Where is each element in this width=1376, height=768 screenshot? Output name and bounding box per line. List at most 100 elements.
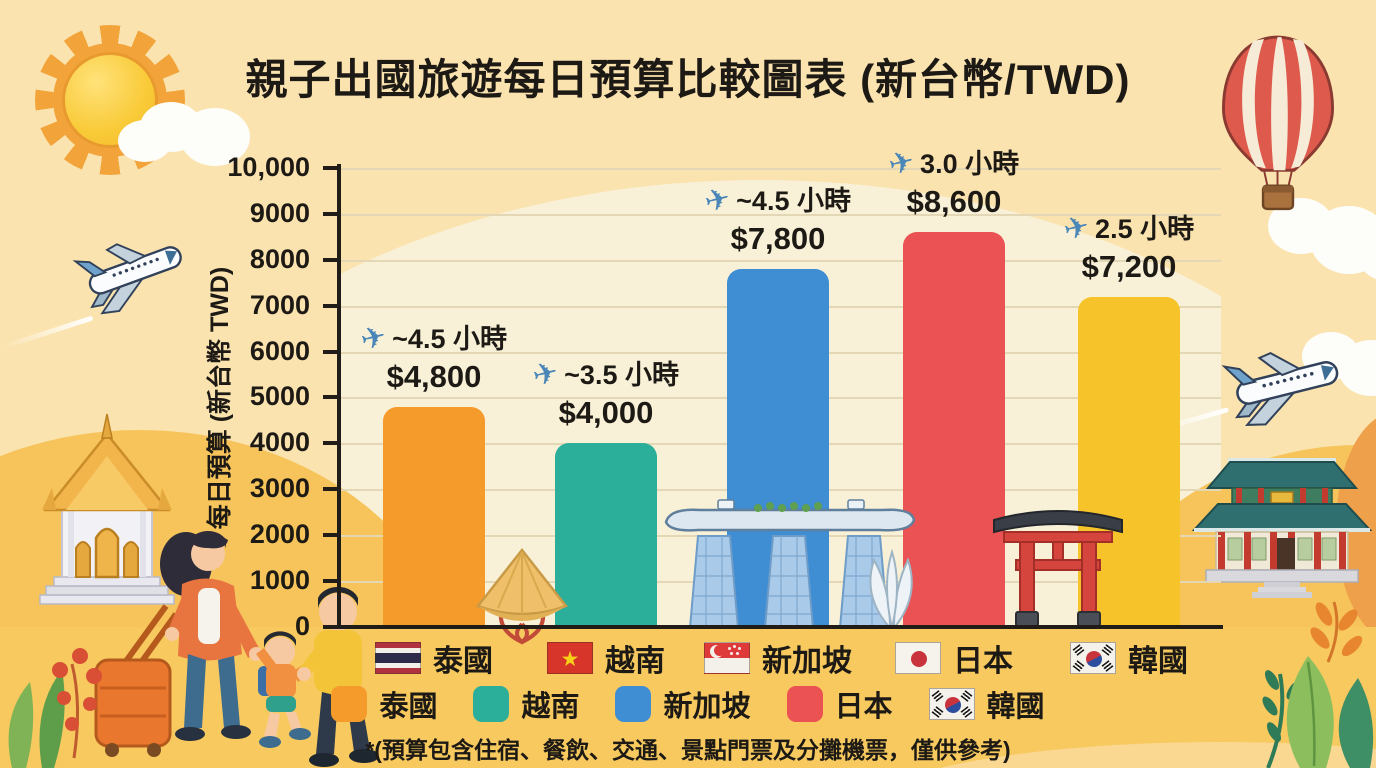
flight-icon: ✈: [1060, 208, 1093, 249]
flight-time-label: 2.5 小時: [1095, 214, 1195, 244]
y-tick: [323, 441, 337, 445]
x-label-text: 泰國: [433, 645, 493, 678]
x-label-text: 韓國: [1128, 645, 1188, 678]
flight-icon: ✈: [885, 143, 918, 184]
mother-figure: [160, 530, 263, 741]
legend-swatch: [473, 686, 510, 722]
legend-label: 泰國: [379, 691, 438, 723]
y-tick: [323, 304, 337, 308]
y-tick: [323, 625, 337, 629]
conical-hat-icon: [475, 547, 569, 645]
price-label: $7,800: [730, 221, 826, 256]
x-label-singapore: 新加坡: [704, 636, 852, 680]
airplane-icon: [72, 243, 182, 315]
y-tick-label: 6000: [249, 336, 310, 366]
y-tick-label: 2000: [249, 519, 310, 549]
y-tick: [323, 258, 337, 262]
y-tick-label: 3000: [249, 473, 310, 503]
traveler-family-icon: [94, 530, 378, 767]
y-tick: [323, 395, 337, 399]
flight-icon: ✈: [529, 354, 563, 395]
y-axis-title: 每日預算 (新台幣 TWD): [206, 266, 234, 529]
gridline: [341, 168, 1221, 170]
airplane-icon: [1221, 352, 1339, 426]
annotation-singapore: ✈~4.5 小時 $7,800: [673, 179, 883, 257]
price-label: $4,800: [386, 359, 482, 394]
legend-item-vietnam: 越南: [473, 683, 579, 725]
plants-icon: [1262, 601, 1374, 768]
hot-air-balloon-icon: [1221, 35, 1335, 211]
gridline: [341, 260, 1221, 262]
suitcase-icon: [94, 604, 179, 757]
annotation-thailand: ✈~4.5 小時 $4,800: [329, 317, 539, 395]
legend-label: 日本: [834, 691, 893, 723]
vietnam-flag-icon: ★: [547, 642, 593, 674]
korea-flag-icon: [1070, 642, 1116, 674]
footnote: *(預算包含住宿、餐飲、交通、景點門票及分攤機票，僅供參考): [365, 737, 1011, 763]
price-label: $4,000: [558, 395, 654, 430]
legend-label: 韓國: [986, 691, 1045, 723]
y-tick-label: 7000: [249, 290, 310, 320]
torii-gate-icon: [993, 510, 1123, 627]
gridline: [341, 214, 1221, 216]
flight-time-label: ~3.5 小時: [564, 360, 679, 390]
x-label-korea: 韓國: [1070, 636, 1188, 680]
price-label: $7,200: [1081, 249, 1177, 284]
y-tick-label: 0: [294, 611, 310, 641]
flight-time-label: ~4.5 小時: [736, 186, 851, 216]
annotation-vietnam: ✈~3.5 小時 $4,000: [501, 353, 711, 431]
x-label-vietnam: ★ 越南: [547, 636, 665, 680]
y-axis-tick-labels: 10,000 9000 8000 7000 6000 5000 4000 300…: [150, 152, 310, 641]
annotation-japan: ✈3.0 小時 $8,600: [849, 142, 1059, 220]
sun-icon: [35, 25, 185, 175]
y-tick: [323, 487, 337, 491]
thailand-flag-icon: [375, 642, 421, 674]
plants-icon: [8, 648, 102, 768]
thai-temple-icon: [39, 413, 175, 605]
x-label-text: 越南: [605, 645, 665, 678]
y-tick-label: 1000: [249, 565, 310, 595]
bar-vietnam: [555, 443, 657, 627]
legend-label: 越南: [521, 691, 580, 723]
y-tick-label: 9000: [249, 198, 310, 228]
legend-item-singapore: 新加坡: [615, 683, 751, 725]
bar-japan: [903, 232, 1005, 627]
legend-item-japan: 日本: [786, 683, 893, 725]
legend-label: 新加坡: [663, 691, 751, 723]
child-figure: [256, 631, 316, 748]
x-label-thailand: 泰國: [375, 636, 493, 680]
y-tick-label: 4000: [249, 427, 310, 457]
cloud-icon: [140, 102, 202, 152]
y-tick-label: 10,000: [227, 152, 310, 182]
x-label-text: 日本: [953, 645, 1013, 678]
x-label-japan: 日本: [895, 636, 1013, 680]
flight-icon: ✈: [701, 180, 735, 221]
y-tick: [323, 533, 337, 537]
y-axis-line: [337, 164, 341, 629]
flight-icon: ✈: [357, 318, 391, 359]
y-tick: [323, 579, 337, 583]
y-tick: [323, 212, 337, 216]
marina-bay-sands-icon: [664, 499, 916, 628]
x-label-text: 新加坡: [762, 645, 852, 678]
singapore-flag-icon: [704, 642, 750, 674]
legend-swatch: [331, 686, 368, 722]
japan-flag-icon: [895, 642, 941, 674]
father-figure: [297, 586, 378, 767]
y-tick-label: 8000: [249, 244, 310, 274]
legend-item-thailand: 泰國: [331, 683, 437, 725]
page-title: 親子出國旅遊每日預算比較圖表 (新台幣/TWD): [245, 56, 1131, 103]
legend-item-korea: 韓國: [928, 683, 1045, 725]
legend-swatch: [615, 686, 652, 722]
legend-swatch: [786, 686, 823, 722]
x-axis-line: [337, 625, 1223, 629]
flight-time-label: ~4.5 小時: [392, 324, 507, 354]
bar-thailand: [383, 407, 485, 627]
y-tick: [323, 350, 337, 354]
korean-palace-icon: [1191, 458, 1373, 598]
y-tick-label: 5000: [249, 381, 310, 411]
korea-flag-icon: [928, 688, 975, 720]
y-tick: [323, 166, 337, 170]
legend: 泰國 越南 新加坡 日本 韓國: [0, 683, 1376, 725]
